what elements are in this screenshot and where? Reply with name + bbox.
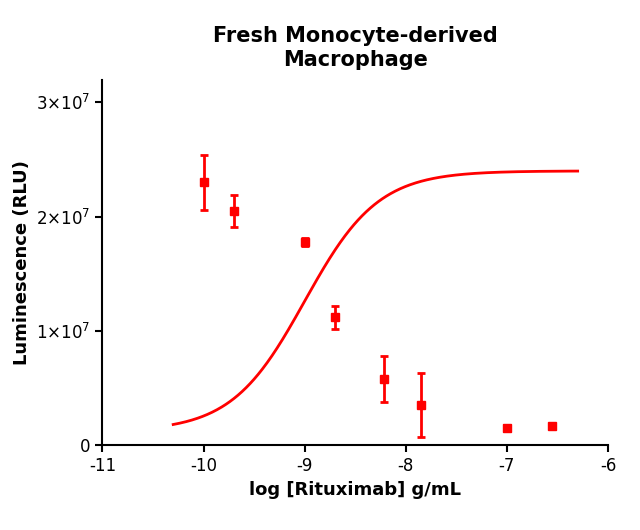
Title: Fresh Monocyte-derived
Macrophage: Fresh Monocyte-derived Macrophage [213,26,497,69]
X-axis label: log [Rituximab] g/mL: log [Rituximab] g/mL [249,481,461,499]
Y-axis label: Luminescence (RLU): Luminescence (RLU) [13,160,31,365]
